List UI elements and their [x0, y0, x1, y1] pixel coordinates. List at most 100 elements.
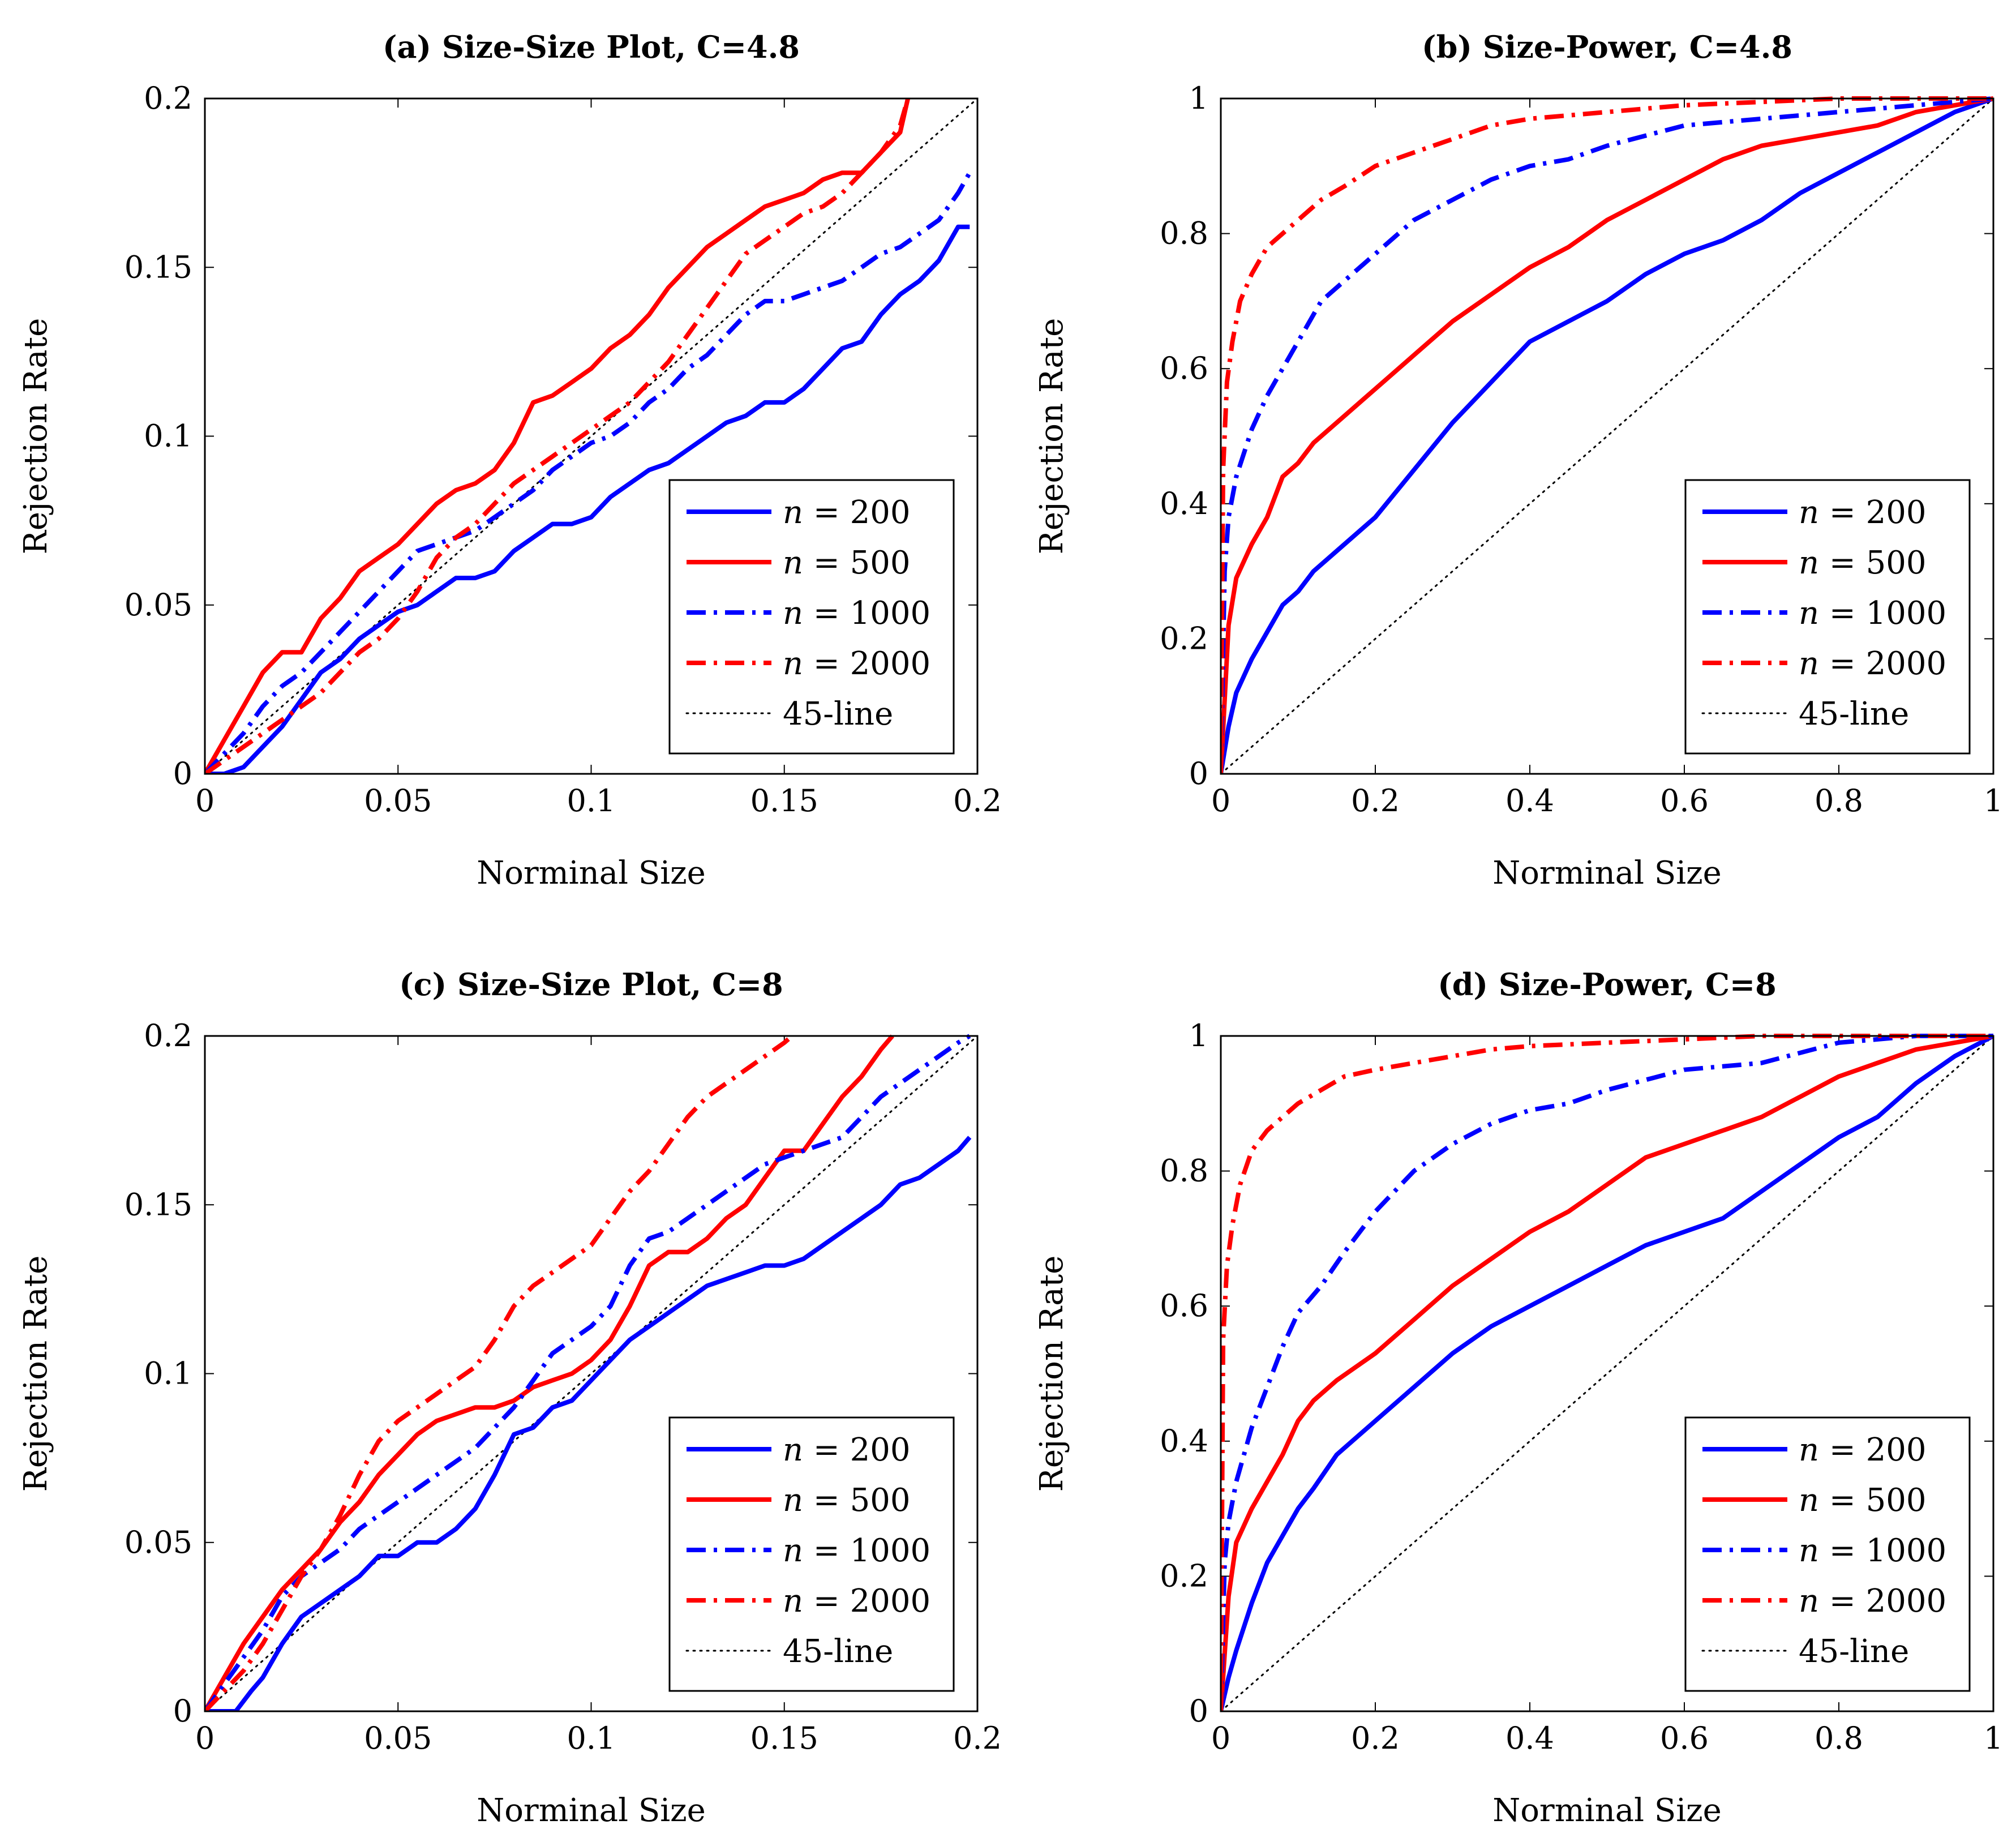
- legend: n = 200 n = 500 n = 1000 n = 2000 45-line: [668, 479, 955, 755]
- plot-frame: [204, 1035, 979, 1712]
- legend-box: [1684, 479, 1971, 755]
- series-line-45-line: [1221, 1035, 1993, 1711]
- x-axis-label: Norminal Size: [477, 1792, 706, 1829]
- legend-label: n = 200: [1799, 494, 1927, 531]
- legend-label: n = 1000: [783, 1532, 930, 1569]
- series-line-n1000: [1221, 1034, 1993, 1711]
- x-axis-label: Norminal Size: [1492, 855, 1722, 892]
- y-tick-label: 0.4: [1160, 1423, 1208, 1459]
- series-line-n2000: [205, 1034, 794, 1711]
- legend-box: [668, 1416, 955, 1692]
- y-tick-label: 0.05: [125, 1524, 192, 1560]
- series-line-n1000: [1221, 96, 1993, 774]
- y-tick-label: 0: [173, 756, 192, 791]
- legend-label: n = 500: [783, 1482, 911, 1519]
- x-tick-label: 0.4: [1505, 783, 1554, 819]
- x-tick-label: 0.15: [750, 783, 818, 819]
- y-tick-label: 0.4: [1160, 486, 1208, 521]
- chart-title: (b) Size-Power, C=4.8: [1422, 29, 1792, 65]
- y-tick-label: 0.15: [125, 1187, 192, 1222]
- series-line-n500: [1221, 96, 1993, 774]
- series-line-n2000: [1221, 96, 1993, 774]
- y-tick-label: 0.05: [125, 587, 192, 623]
- plot-frame: [204, 97, 979, 775]
- x-tick-label: 0.15: [750, 1720, 818, 1756]
- legend-label: n = 500: [783, 545, 911, 581]
- x-tick-label: 0.2: [1351, 783, 1400, 819]
- series-line-n1000: [205, 1034, 971, 1711]
- x-tick-label: 0: [1211, 783, 1230, 819]
- x-tick-label: 0.2: [953, 783, 1002, 819]
- y-tick-label: 0.2: [144, 80, 192, 116]
- x-tick-label: 0: [195, 1720, 215, 1756]
- y-tick-label: 0.2: [144, 1018, 192, 1053]
- legend-label: n = 200: [783, 494, 911, 531]
- x-axis-label: Norminal Size: [477, 855, 706, 892]
- x-tick-label: 0.05: [364, 1720, 432, 1756]
- legend-label: n = 2000: [783, 645, 930, 682]
- y-tick-label: 0: [1189, 756, 1208, 791]
- legend-label: n = 500: [1799, 545, 1927, 581]
- x-tick-label: 0: [195, 783, 215, 819]
- series-line-n200: [1221, 96, 1993, 774]
- y-tick-label: 0.8: [1160, 216, 1208, 251]
- series-line-n200: [205, 224, 970, 774]
- series-line-n500: [1221, 1034, 1993, 1711]
- series-line-n2000: [1221, 1034, 1993, 1711]
- legend-label: 45-line: [783, 1633, 893, 1670]
- chart-title: (c) Size-Size Plot, C=8: [399, 966, 783, 1003]
- legend-label: n = 1000: [1799, 1532, 1946, 1569]
- y-tick-label: 0.8: [1160, 1153, 1208, 1189]
- x-axis-label: Norminal Size: [1492, 1792, 1722, 1829]
- y-tick-label: 1: [1189, 80, 1208, 116]
- y-tick-label: 0.15: [125, 249, 192, 285]
- chart-panel-2: (c) Size-Size Plot, C=8 0 0.05 0.1 0.15 0.2 0 0…: [18, 966, 1002, 1829]
- y-tick-label: 0: [1189, 1693, 1208, 1729]
- series-line-n200: [205, 1136, 972, 1711]
- chart-title: (d) Size-Power, C=8: [1438, 966, 1777, 1003]
- chart-panel-0: (a) Size-Size Plot, C=4.8 0 0.05 0.1 0.15 0.2…: [18, 29, 1002, 892]
- legend-label: 45-line: [783, 696, 893, 733]
- chart-title: (a) Size-Size Plot, C=4.8: [383, 29, 800, 65]
- legend-box: [668, 479, 955, 755]
- y-tick-label: 0.6: [1160, 1288, 1208, 1324]
- legend: n = 200 n = 500 n = 1000 n = 2000 45-line: [1684, 1416, 1971, 1692]
- legend-label: 45-line: [1799, 1633, 1909, 1670]
- legend-label: n = 200: [783, 1432, 911, 1468]
- x-tick-label: 0.1: [567, 783, 616, 819]
- legend-box: [1684, 1416, 1971, 1692]
- legend: n = 200 n = 500 n = 1000 n = 2000 45-line: [1684, 479, 1971, 755]
- x-tick-label: 0.8: [1815, 783, 1863, 819]
- y-axis-label: Rejection Rate: [18, 1256, 54, 1492]
- legend-label: 45-line: [1799, 696, 1909, 733]
- x-tick-label: 1: [1984, 1720, 2003, 1756]
- x-tick-label: 0.6: [1660, 1720, 1709, 1756]
- y-axis-label: Rejection Rate: [1033, 1256, 1070, 1492]
- x-tick-label: 0.2: [953, 1720, 1002, 1756]
- legend-label: n = 1000: [1799, 595, 1946, 632]
- y-tick-label: 0: [173, 1693, 192, 1729]
- x-tick-label: 0: [1211, 1720, 1230, 1756]
- plot-frame: [1220, 1035, 1994, 1712]
- y-tick-label: 0.2: [1160, 1558, 1208, 1594]
- x-tick-label: 0.4: [1505, 1720, 1554, 1756]
- x-tick-label: 0.1: [567, 1720, 616, 1756]
- series-line-n1000: [205, 172, 972, 774]
- legend-label: n = 500: [1799, 1482, 1927, 1519]
- x-tick-label: 0.6: [1660, 783, 1709, 819]
- y-tick-label: 0.1: [144, 418, 192, 454]
- x-tick-label: 0.2: [1351, 1720, 1400, 1756]
- series-line-n500: [205, 98, 911, 774]
- y-tick-label: 0.2: [1160, 620, 1208, 656]
- legend-label: n = 1000: [783, 595, 930, 632]
- y-tick-label: 1: [1189, 1018, 1208, 1053]
- legend-label: n = 2000: [1799, 645, 1946, 682]
- y-tick-label: 0.1: [144, 1356, 192, 1391]
- chart-panel-1: (b) Size-Power, C=4.8 0 0.2 0.4 0.6 0.8 1 0 0.2 0…: [1033, 29, 2003, 892]
- y-tick-label: 0.6: [1160, 350, 1208, 386]
- plot-frame: [1220, 97, 1994, 775]
- series-line-n200: [1221, 1034, 1993, 1711]
- x-tick-label: 0.8: [1815, 1720, 1863, 1756]
- series-line-n2000: [205, 97, 910, 774]
